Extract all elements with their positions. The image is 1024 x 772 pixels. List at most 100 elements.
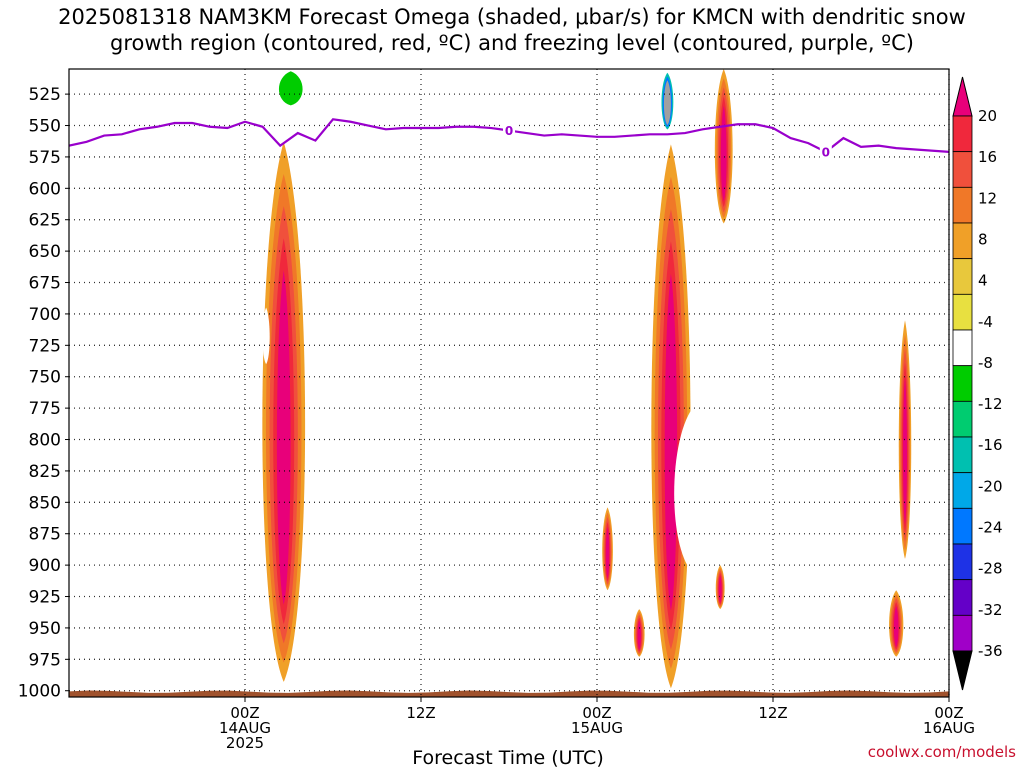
colorbar-swatch [952, 507, 973, 545]
omega-feature [898, 320, 912, 559]
x-axis-title: Forecast Time (UTC) [412, 747, 603, 768]
omega-feature [633, 609, 645, 657]
colorbar-swatch [952, 436, 973, 474]
colorbar-label: 16 [978, 148, 997, 166]
omega-band [893, 606, 899, 648]
omega-feature [651, 144, 691, 689]
omega-feature [660, 69, 675, 132]
omega-feature [674, 404, 717, 576]
colorbar-swatch [952, 222, 973, 260]
omega-shading-layer [262, 69, 912, 689]
pressure-tick-label: 550 [29, 117, 61, 137]
colorbar-swatch [952, 365, 973, 402]
colorbar-label: -36 [978, 642, 1003, 660]
freezing-level-contour: 00 [69, 118, 949, 159]
omega-band [632, 69, 654, 189]
colorbar-swatch [952, 115, 973, 153]
ground-terrain [69, 690, 949, 697]
colorbar-swatch [952, 472, 973, 509]
pressure-tick-label: 900 [29, 556, 61, 576]
omega-feature [262, 141, 306, 682]
time-tick-label: 00Z [230, 704, 259, 722]
omega-feature [714, 69, 733, 224]
pressure-tick-label: 975 [29, 650, 61, 670]
pressure-tick-label: 825 [29, 462, 61, 482]
time-tick-label: 12Z [758, 704, 787, 722]
omega-feature [715, 565, 725, 610]
colorbar-swatch [952, 400, 973, 438]
freezing-level-label: 0 [505, 124, 513, 138]
colorbar-swatch [952, 614, 973, 652]
colorbar-swatch [952, 293, 973, 331]
omega-band [664, 273, 678, 611]
colorbar-swatch [952, 329, 973, 367]
colorbar-label: 20 [978, 107, 997, 125]
omega-feature [602, 507, 613, 591]
chart-title-line2: growth region (contoured, red, ºC) and f… [110, 31, 914, 55]
time-tick-label: 2025 [226, 734, 264, 752]
pressure-tick-label: 775 [29, 399, 61, 419]
colorbar-swatch [952, 579, 973, 616]
pressure-tick-label: 700 [29, 305, 61, 325]
grid-lines [69, 69, 950, 697]
colorbar-top-arrow [952, 76, 973, 117]
chart-title-line1: 2025081318 NAM3KM Forecast Omega (shaded… [58, 5, 966, 29]
colorbar-swatch [952, 186, 973, 224]
time-tick-label: 00Z [934, 704, 963, 722]
omega-band [720, 105, 727, 202]
footer-credit: coolwx.com/models [868, 743, 1016, 761]
colorbar-label: -16 [978, 436, 1003, 454]
omega-feature [632, 69, 654, 189]
omega-feature [889, 590, 904, 657]
plot-area-frame [68, 68, 950, 698]
pressure-tick-label: 600 [29, 179, 61, 199]
pressure-tick-label: 750 [29, 368, 61, 388]
colorbar-label: -4 [978, 313, 993, 331]
pressure-tick-label: 675 [29, 274, 61, 294]
colorbar-swatch [952, 258, 973, 295]
pressure-tick-label: 850 [29, 493, 61, 513]
pressure-tick-label: 950 [29, 619, 61, 639]
pressure-axis: 525 550 575 600 625 650 675 700 725 750 775 800 825 8… [18, 85, 69, 702]
pressure-tick-label: 1000 [18, 682, 61, 702]
omega-feature [883, 77, 902, 396]
time-tick-label: 14AUG [219, 719, 271, 737]
time-tick-label: 12Z [406, 704, 435, 722]
colorbar-label: -24 [978, 519, 1003, 537]
ground-terrain-layer [69, 690, 949, 697]
pressure-tick-label: 925 [29, 588, 61, 608]
omega-band [278, 71, 303, 106]
omega-band [674, 404, 717, 576]
colorbar-bottom-arrow [952, 650, 973, 691]
time-tick-label: 15AUG [571, 719, 623, 737]
pressure-tick-label: 725 [29, 336, 61, 356]
omega-band [637, 620, 641, 650]
time-tick-label: 00Z [582, 704, 611, 722]
omega-band [605, 527, 610, 579]
colorbar-swatch [952, 543, 973, 581]
colorbar-label: -12 [978, 395, 1003, 413]
pressure-tick-label: 875 [29, 525, 61, 545]
omega-band [663, 80, 671, 126]
omega-band [262, 307, 270, 365]
pressure-tick-label: 800 [29, 431, 61, 451]
omega-band [276, 270, 291, 605]
omega-feature [262, 307, 270, 365]
freezing-level-line [69, 118, 949, 154]
omega-feature [311, 69, 351, 622]
colorbar-label: 12 [978, 189, 997, 207]
colorbar-label: 8 [978, 230, 988, 248]
pressure-tick-label: 625 [29, 211, 61, 231]
colorbar-label: -28 [978, 560, 1003, 578]
pressure-tick-label: 575 [29, 148, 61, 168]
omega-feature [276, 69, 306, 107]
colorbar-label: -32 [978, 601, 1003, 619]
colorbar-label: -20 [978, 477, 1003, 495]
omega-band [903, 376, 907, 525]
omega-colorbar: 20 16 12 8 4 -4 -8 -12 -16 -20 -24 -28 -32 -36 [952, 76, 1003, 691]
freezing-label-bg [503, 123, 515, 137]
colorbar-label: -8 [978, 354, 993, 372]
freezing-level-label: 0 [822, 145, 830, 159]
pressure-tick-label: 525 [29, 85, 61, 105]
